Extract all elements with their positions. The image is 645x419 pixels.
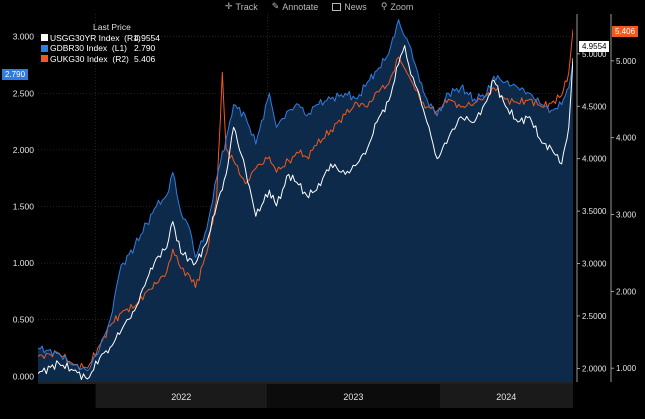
- r1-axis-tick-label: 5.0000: [582, 50, 607, 59]
- r1-axis-tick-label: 3.0000: [582, 260, 607, 269]
- crosshair-icon: ✛: [225, 1, 233, 11]
- area-fill-layer: [38, 19, 573, 382]
- news-label: News: [344, 1, 367, 12]
- left-axis-tick-label: 0.500: [13, 315, 35, 325]
- legend-swatch-blue: [41, 44, 48, 52]
- r1-axis-tick-label: 3.5000: [582, 207, 607, 216]
- legend-entry-value: 4.9554: [134, 32, 160, 43]
- x-axis-band: [267, 384, 440, 408]
- gdbr30-area-fill: [38, 19, 573, 382]
- r2-axis-tick-label: 1.000: [616, 364, 637, 373]
- gdbr30-series-line: [38, 19, 573, 372]
- legend-entry-name: USGG30YR Index (R1): [50, 32, 141, 43]
- legend-entry-usgg30yr: USGG30YR Index (R1) 4.9554: [41, 33, 160, 44]
- r1-axis-tick-label: 4.5000: [582, 102, 607, 111]
- zoom-tool[interactable]: ⚲ Zoom: [381, 1, 414, 12]
- annotate-tool[interactable]: ✎ Annotate: [272, 1, 319, 12]
- magnifier-icon: ⚲: [380, 1, 388, 11]
- legend-entry-name: GUKG30 Index (R2): [50, 53, 129, 64]
- r2-axis-tick-label: 5.000: [616, 57, 637, 66]
- r1-last-price-tag: 4.9554: [579, 41, 610, 52]
- x-axis-tick-label: 2024: [496, 392, 516, 402]
- r1-axis-tick-label: 2.0000: [582, 364, 607, 373]
- series-layer: [38, 19, 573, 380]
- pencil-icon: ✎: [271, 1, 280, 11]
- r2-last-price-tag: 5.406: [612, 26, 639, 37]
- track-tool[interactable]: ✛ Track: [225, 1, 258, 12]
- legend-swatch-orange: [41, 55, 48, 63]
- chart-toolbar: ✛ Track ✎ Annotate News ⚲ Zoom: [225, 0, 413, 13]
- left-axis-tick-label: 1.000: [13, 258, 35, 268]
- usgg30yr-series-line: [38, 45, 573, 380]
- left-axis-tick-label: 1.500: [13, 201, 35, 211]
- chart-legend: Last Price USGG30YR Index (R1) 4.9554 GD…: [41, 22, 160, 64]
- news-tool[interactable]: News: [332, 2, 367, 12]
- r2-axis-tick-label: 2.000: [616, 287, 637, 296]
- x-axis-tick-label: 2023: [343, 392, 363, 402]
- left-axis-tick-label: 2.000: [13, 145, 35, 155]
- news-icon: [332, 2, 342, 11]
- legend-entry-value: 5.406: [134, 53, 156, 64]
- left-axis-tick-label: 3.000: [13, 32, 35, 42]
- axis-layer: 0.000 0.500 1.000 1.500 2.000 2.500 3.000 2.000…: [13, 14, 637, 408]
- x-axis-band: [95, 384, 268, 408]
- track-label: Track: [235, 1, 258, 12]
- x-axis-band: [439, 384, 573, 408]
- zoom-label: Zoom: [390, 1, 414, 12]
- legend-swatch-white: [41, 34, 48, 42]
- left-axis-tick-label: 2.500: [13, 88, 35, 98]
- legend-title: Last Price: [93, 22, 131, 32]
- annotate-label: Annotate: [282, 1, 319, 12]
- legend-entry-name: GDBR30 Index (L1): [50, 43, 128, 53]
- x-axis-tick-label: 2022: [171, 392, 191, 402]
- r2-axis-tick-label: 4.000: [616, 134, 637, 143]
- legend-entry-value: 2.790: [134, 43, 156, 53]
- r2-axis-tick-label: 3.000: [616, 211, 637, 220]
- r1-axis-tick-label: 2.5000: [582, 312, 607, 321]
- left-last-price-tag: 2.790: [2, 69, 29, 80]
- r1-axis-tick-label: 4.0000: [582, 155, 607, 164]
- legend-entry-gukg30: GUKG30 Index (R2) 5.406: [41, 54, 160, 65]
- legend-entry-gdbr30: GDBR30 Index (L1) 2.790: [41, 43, 160, 54]
- left-axis-tick-label: 0.000: [13, 371, 35, 381]
